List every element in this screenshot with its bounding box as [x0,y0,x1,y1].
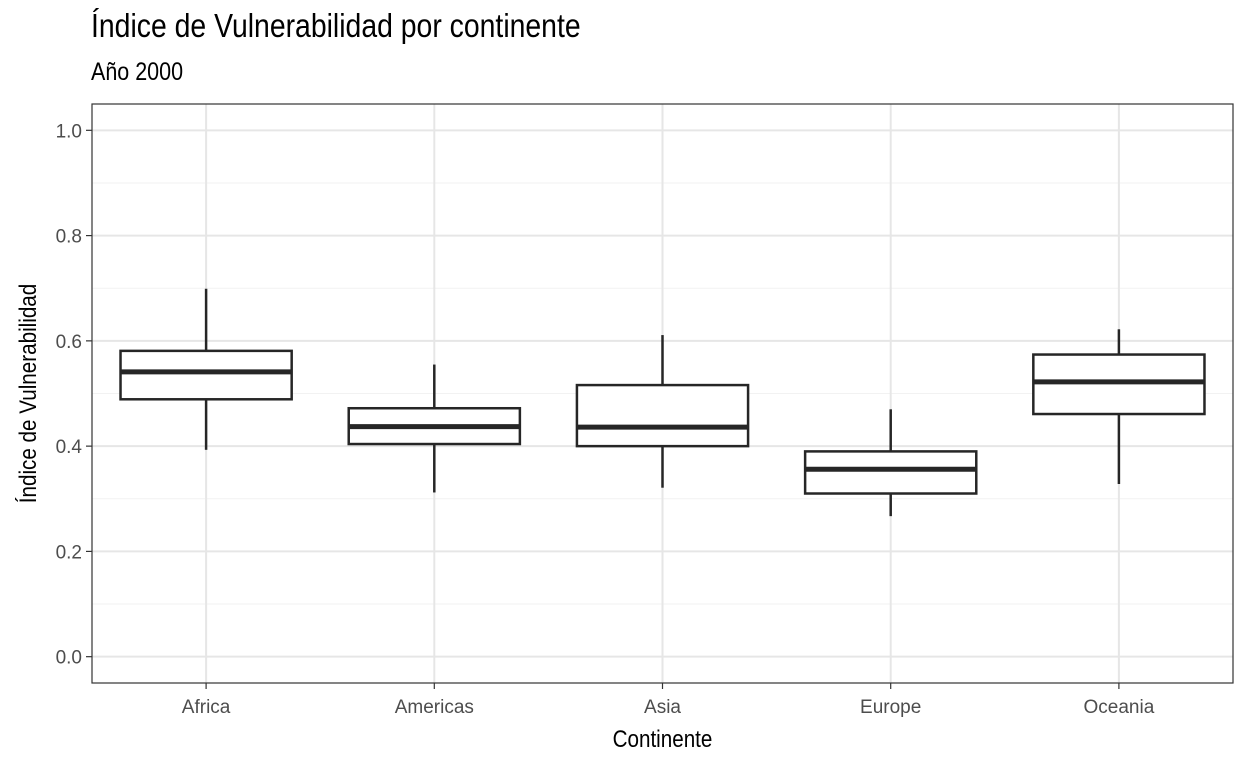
x-axis-ticks: Africa Americas Asia Europe Oceania [182,683,1155,718]
y-tick-label: 0.2 [56,542,82,563]
box-americas [347,364,522,493]
y-tick-label: 0.6 [56,332,82,353]
chart-title: Índice de Vulnerabilidad por continente [91,7,581,44]
x-tick-label: Americas [395,697,474,718]
box-oceania [1032,329,1206,485]
box-iqr [803,450,978,495]
x-tick-label: Oceania [1084,697,1155,718]
box-europe [803,409,978,517]
y-tick-label: 0.4 [56,437,83,458]
x-tick-label: Asia [644,697,681,718]
y-axis-title: Índice de Vulnerabilidad [15,284,42,503]
y-axis-ticks: 0.0 0.2 0.4 0.6 0.8 1.0 [56,121,92,669]
box-iqr [575,383,750,448]
chart-subtitle: Año 2000 [91,58,184,86]
y-tick-label: 1.0 [56,121,82,142]
box-asia [575,335,750,488]
box-layer [119,288,1206,517]
x-axis-title: Continente [613,726,713,753]
box-africa [119,288,293,450]
y-tick-label: 0.8 [56,227,82,248]
y-tick-label: 0.0 [56,648,82,669]
x-tick-label: Africa [182,697,231,718]
x-tick-label: Europe [860,697,921,718]
box-iqr [119,349,293,401]
